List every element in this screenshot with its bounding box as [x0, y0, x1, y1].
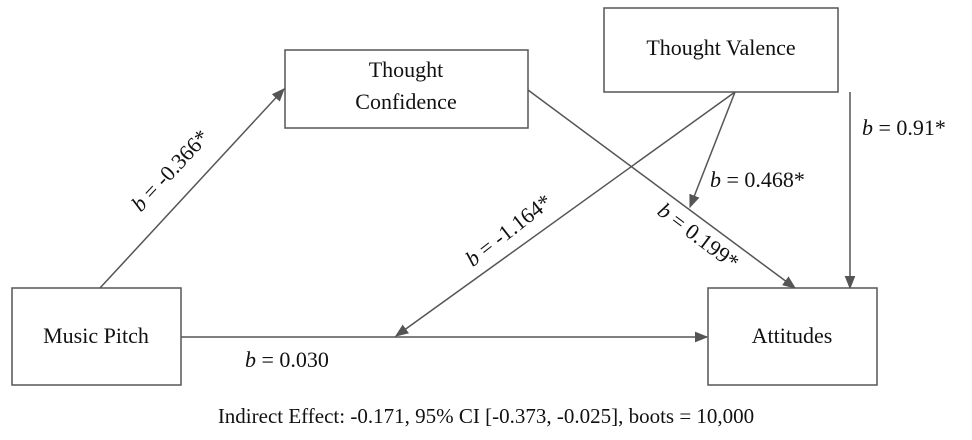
edge [527, 89, 797, 289]
symbol: b [245, 347, 256, 372]
coefficient: = 0.468* [727, 167, 805, 192]
edge-label: b = 0.91* [862, 115, 946, 140]
edge-label: b = 0.199* [653, 197, 744, 274]
node-box [284, 49, 529, 129]
edge-label: b = -0.366* [126, 124, 214, 216]
node-label: Attitudes [752, 323, 833, 348]
edge [99, 88, 285, 289]
node-label: Confidence [355, 89, 456, 114]
footer: Indirect Effect: -0.171, 95% CI [-0.373,… [218, 404, 754, 428]
node-label: Music Pitch [43, 323, 149, 348]
coefficient: = 0.91* [879, 115, 946, 140]
node-label: Thought Valence [646, 35, 795, 60]
coefficient: = -0.366* [137, 124, 214, 204]
edge-label: b = 0.030 [245, 347, 329, 372]
edge [394, 91, 736, 337]
symbol: b [862, 115, 873, 140]
symbol: b [710, 167, 721, 192]
edge-label: b = 0.468* [710, 167, 805, 192]
node-box [11, 287, 182, 386]
node-box [603, 7, 839, 93]
edge [689, 91, 736, 209]
node-box [707, 287, 878, 386]
node-label: Thought [369, 57, 444, 82]
coefficient: = 0.030 [262, 347, 329, 372]
